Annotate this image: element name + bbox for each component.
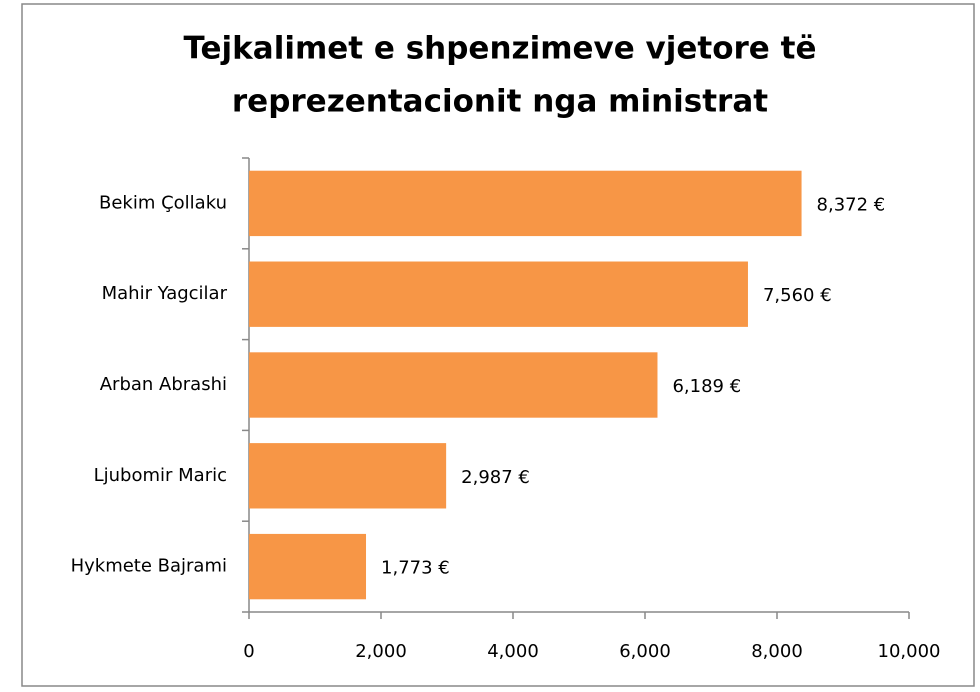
value-label: 1,773 € xyxy=(381,558,450,579)
bar xyxy=(249,533,367,600)
x-tick-label: 8,000 xyxy=(751,641,803,662)
x-tick-label: 10,000 xyxy=(878,641,941,662)
x-tick-label: 0 xyxy=(243,641,254,662)
y-tick-label: Bekim Çollaku xyxy=(99,192,227,213)
chart-title: Tejkalimet e shpenzimeve vjetore të xyxy=(184,31,817,67)
chart-border xyxy=(21,3,975,687)
bar xyxy=(249,352,658,418)
x-tick-label: 4,000 xyxy=(487,641,539,662)
x-tick-label: 2,000 xyxy=(355,641,407,662)
y-tick-label: Hykmete Bajrami xyxy=(71,556,227,577)
value-label: 6,189 € xyxy=(672,376,741,397)
bar xyxy=(249,443,447,509)
y-tick-label: Arban Abrashi xyxy=(100,374,227,395)
x-tick-label: 6,000 xyxy=(619,641,671,662)
value-label: 2,987 € xyxy=(461,467,530,488)
y-tick-label: Ljubomir Maric xyxy=(94,465,227,486)
value-label: 7,560 € xyxy=(763,285,832,306)
y-tick-label: Mahir Yagcilar xyxy=(102,283,228,304)
bar xyxy=(249,170,802,237)
bar xyxy=(249,261,748,327)
chart-title: reprezentacionit nga ministrat xyxy=(232,84,768,120)
value-label: 8,372 € xyxy=(817,194,886,215)
